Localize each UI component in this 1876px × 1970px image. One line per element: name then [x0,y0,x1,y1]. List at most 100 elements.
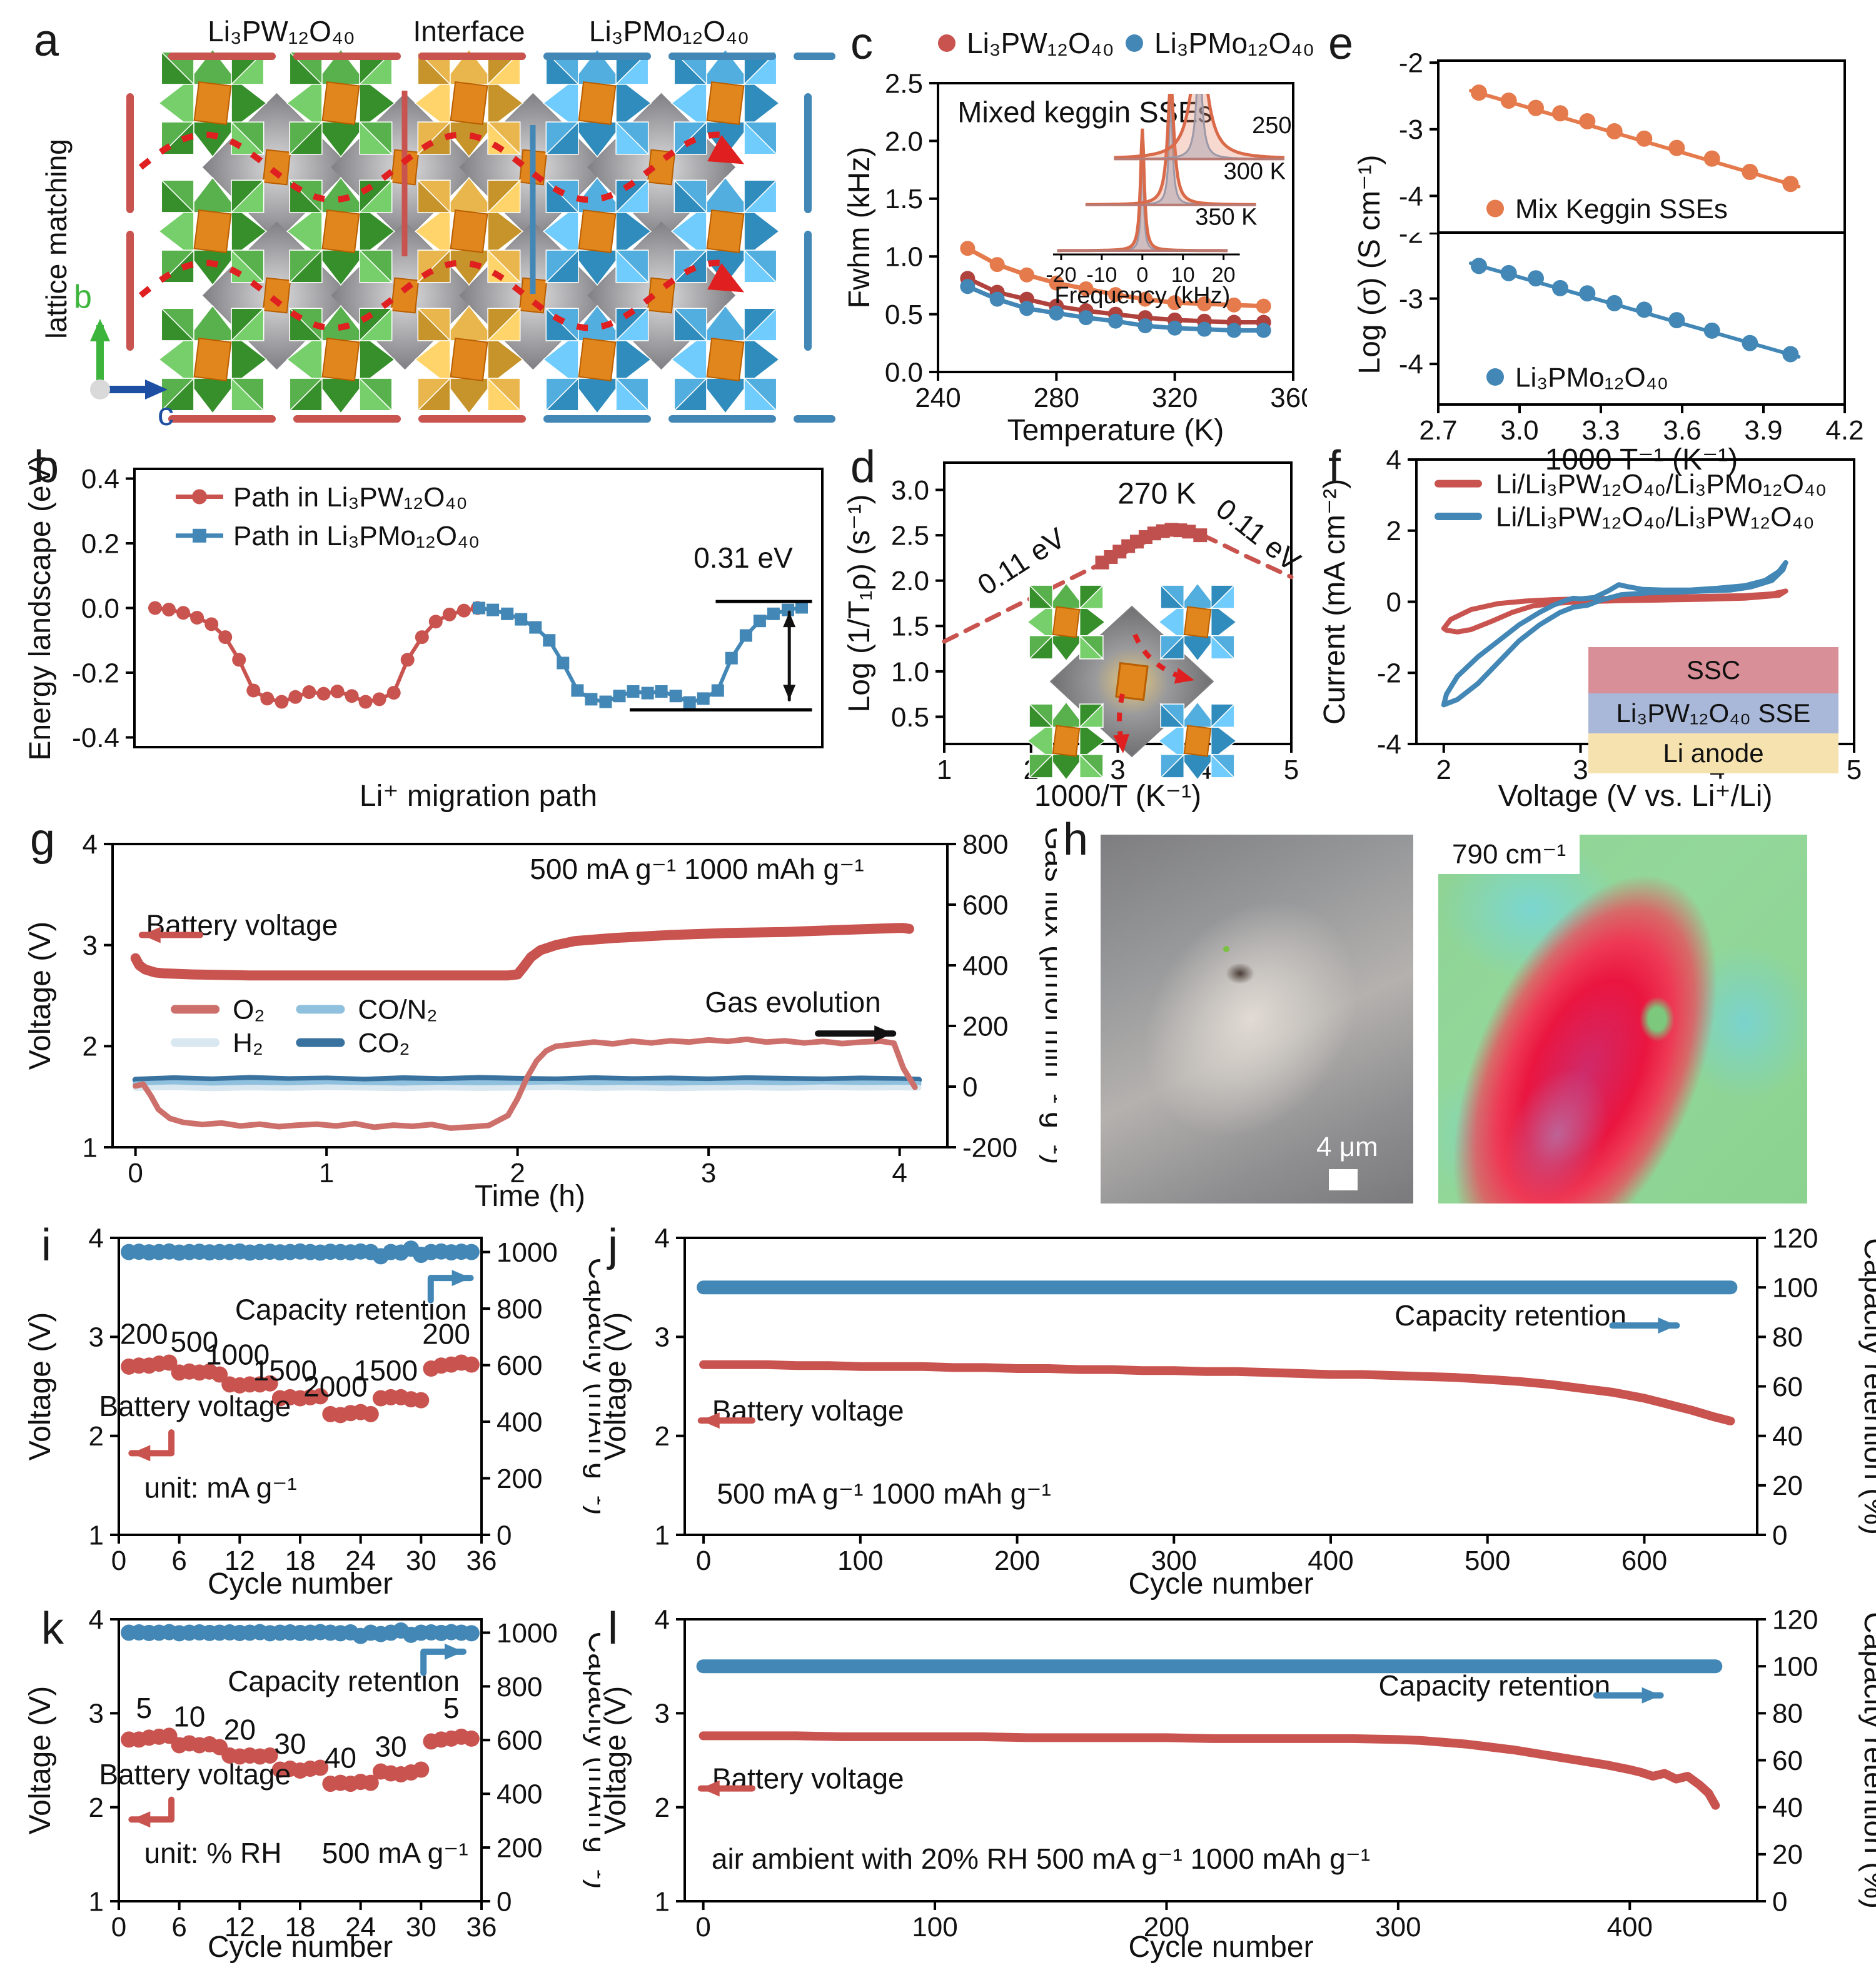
svg-text:3: 3 [89,1699,104,1729]
svg-text:Log (1/T₁ρ) (s⁻¹): Log (1/T₁ρ) (s⁻¹) [844,495,876,713]
svg-text:1500: 1500 [354,1354,418,1387]
svg-text:Cycle number: Cycle number [208,1567,393,1601]
svg-text:3.9: 3.9 [1744,415,1782,446]
svg-text:Li/Li₃PW₁₂O₄₀/Li₃PW₁₂O₄₀: Li/Li₃PW₁₂O₄₀/Li₃PW₁₂O₄₀ [1496,501,1815,532]
label-left-compound: Li₃PW₁₂O₄₀ [208,15,355,48]
svg-text:1000: 1000 [206,1339,270,1371]
svg-text:200: 200 [497,1464,542,1494]
svg-text:0.0: 0.0 [81,593,119,624]
svg-text:250 K: 250 K [1252,113,1298,139]
axis-c-label: c [158,396,174,433]
chart-energy-landscape: -0.4 -0.2 0.0 0.2 0.4 Li⁺ migration path Energ… [24,455,824,813]
svg-text:0: 0 [695,1912,710,1942]
legend-dot-red [938,34,956,52]
svg-text:4: 4 [1386,445,1401,475]
svg-text:0: 0 [111,1545,126,1576]
svg-text:H₂: H₂ [233,1028,263,1058]
svg-text:600: 600 [962,890,1008,920]
svg-text:Battery voltage: Battery voltage [99,1758,291,1791]
svg-text:3: 3 [701,1158,716,1189]
svg-text:-200: -200 [962,1132,1017,1163]
svg-text:400: 400 [1308,1545,1353,1576]
svg-text:3.6: 3.6 [1663,415,1701,446]
stack-ssc: SSC [1588,647,1838,693]
svg-text:1: 1 [655,1886,670,1917]
svg-text:unit: mA g⁻¹: unit: mA g⁻¹ [144,1472,297,1504]
svg-text:300: 300 [1151,1545,1197,1576]
svg-text:O₂: O₂ [233,995,265,1025]
svg-text:3: 3 [83,930,98,961]
cell-stack-inset: SSC Li₃PW₁₂O₄₀ SSE Li anode [1588,647,1838,773]
svg-text:3: 3 [655,1699,670,1729]
svg-text:320: 320 [1152,383,1198,413]
legend-c-item-2: Li₃PMo₁₂O₄₀ [1126,26,1314,60]
svg-text:Voltage (V): Voltage (V) [600,1312,632,1460]
svg-text:0.5: 0.5 [891,702,929,733]
svg-text:2.5: 2.5 [885,72,923,99]
panel-h: h 4 μm 790 cm⁻¹ [1057,816,1876,1216]
svg-text:air ambient with 20% RH 500 mA: air ambient with 20% RH 500 mA g⁻¹ 1000 … [712,1842,1370,1875]
svg-text:18: 18 [285,1545,316,1576]
svg-text:6: 6 [171,1545,186,1576]
svg-text:Voltage (V): Voltage (V) [25,1686,57,1834]
svg-text:4: 4 [89,1223,104,1254]
svg-text:6: 6 [171,1912,186,1942]
svg-text:40: 40 [1772,1421,1803,1452]
svg-text:0: 0 [111,1912,126,1942]
svg-text:CO/N₂: CO/N₂ [358,995,437,1025]
svg-text:500 mA g⁻¹: 500 mA g⁻¹ [322,1837,468,1869]
panel-letter-h: h [1063,815,1089,865]
svg-text:120: 120 [1772,1604,1818,1635]
svg-text:240: 240 [915,383,961,413]
svg-text:200: 200 [994,1545,1040,1576]
svg-text:-4: -4 [1377,729,1401,760]
svg-text:200: 200 [120,1317,168,1350]
svg-text:800: 800 [497,1672,542,1702]
svg-text:5: 5 [1847,755,1862,785]
svg-text:0.4: 0.4 [81,464,119,495]
svg-text:Temperature (K): Temperature (K) [1007,414,1224,447]
raman-map: 790 cm⁻¹ [1438,835,1807,1204]
panel-a: a Li₃PW₁₂O₄₀ Interface Li₃PMo₁₂O₄₀ latti… [25,9,838,441]
crystal-structure-drawing [90,48,835,423]
svg-text:400: 400 [497,1407,542,1437]
green-hole [1635,991,1679,1047]
svg-text:3.0: 3.0 [891,475,929,506]
legend-dot-blue [1126,34,1143,52]
svg-text:400: 400 [962,950,1008,981]
svg-text:1: 1 [319,1158,334,1189]
svg-text:0: 0 [962,1072,977,1102]
svg-text:2: 2 [89,1421,104,1452]
panel-k: k 0 6 12 18 24 30 36 1 2 3 4 0 200 400 600 800 1000 Cycle… [24,1604,615,1967]
stack-anode: Li anode [1588,733,1838,773]
svg-text:Li⁺ migration path: Li⁺ migration path [360,780,597,813]
svg-text:Capacity retention (%): Capacity retention (%) [1858,1612,1876,1909]
label-right-compound: Li₃PMo₁₂O₄₀ [588,15,750,48]
svg-text:600: 600 [497,1726,542,1756]
panel-letter-a: a [34,16,59,66]
svg-text:2.7: 2.7 [1419,415,1457,446]
svg-text:Cycle number: Cycle number [1128,1931,1313,1964]
svg-text:-3: -3 [1399,114,1423,145]
wavenumber-label: 790 cm⁻¹ [1438,835,1580,874]
svg-text:2.5: 2.5 [891,521,929,551]
svg-text:5: 5 [443,1692,460,1724]
svg-text:100: 100 [837,1545,883,1576]
svg-text:1500: 1500 [253,1354,317,1387]
svg-text:0: 0 [497,1886,512,1917]
panel-i: i 0 6 12 18 24 30 36 1 2 3 4 0 200 400 600 800 1000 Cycle… [24,1219,615,1604]
svg-text:-0.4: -0.4 [72,723,119,753]
svg-text:36: 36 [466,1545,497,1576]
svg-text:30: 30 [274,1727,306,1760]
panel-letter-f: f [1328,442,1341,492]
svg-text:20: 20 [224,1713,256,1746]
svg-text:0: 0 [128,1158,143,1189]
panel-letter-l: l [608,1604,618,1654]
svg-text:400: 400 [1607,1912,1653,1942]
svg-text:0.0: 0.0 [885,357,923,388]
svg-text:1000: 1000 [497,1237,558,1268]
